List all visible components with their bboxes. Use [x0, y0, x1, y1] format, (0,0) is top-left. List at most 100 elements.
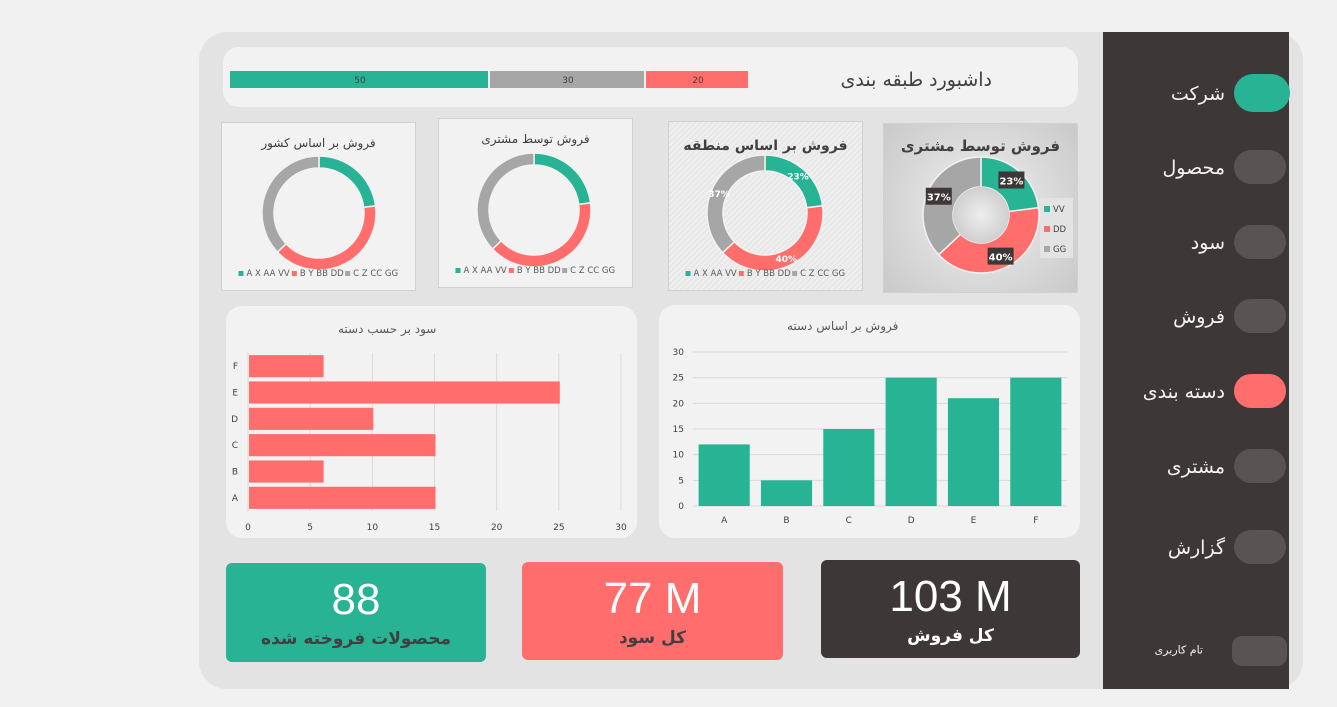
- donut-title: فروش توسط مشتری: [901, 137, 1060, 155]
- donut-data-label: 23%: [787, 172, 809, 182]
- sidebar-item-label: گزارش: [1167, 537, 1225, 559]
- progress-bar: 50 30 20: [230, 71, 750, 88]
- chart-title: فروش بر اساس دسته: [787, 319, 898, 334]
- sidebar-pill: [1234, 150, 1286, 184]
- donut-slice: [706, 154, 766, 254]
- sidebar-pill: [1234, 299, 1286, 333]
- x-tick-label: 30: [615, 523, 627, 533]
- x-tick-label: 5: [307, 523, 313, 533]
- sidebar-item-customer[interactable]: مشتری: [1103, 447, 1289, 487]
- sales-by-category-chart: فروش بر اساس دسته 0 5 10 15 20 25 30 A B C D E F: [659, 305, 1080, 538]
- sidebar-item-label: سود: [1190, 232, 1225, 254]
- donut-slice: [318, 155, 377, 209]
- progress-segment: [490, 71, 644, 88]
- legend-label: A X AA VV: [464, 266, 507, 276]
- sidebar-item-category[interactable]: دسته بندی: [1103, 372, 1289, 412]
- legend-label: B Y BB DD: [517, 266, 561, 276]
- x-tick-label: 0: [245, 523, 251, 533]
- donut-title: فروش بر اساس منطقه: [683, 138, 847, 154]
- legend-swatch: [1044, 246, 1050, 252]
- kpi-products-sold: 88 محصولات فروخته شده: [226, 563, 486, 662]
- legend-label: VV: [1053, 205, 1065, 215]
- y-tick-label: 0: [678, 502, 684, 512]
- bar: [760, 480, 813, 506]
- donut-hole: [953, 187, 1009, 243]
- sidebar-pill: [1234, 374, 1286, 408]
- donut-label-box: [925, 187, 952, 205]
- sidebar: شرکت محصول سود فروش دسته بندی مشتری گزار…: [1103, 32, 1290, 689]
- progress-segment-label: 30: [562, 76, 574, 86]
- donut-card-country: فروش بر اساس کشور A X AA VV B Y BB DD C Z C…: [221, 122, 416, 291]
- sidebar-pill: [1232, 636, 1287, 666]
- chart-svg: سود بر حسب دسته 0 5 10 15 20 25 30 A B C D E F: [231, 322, 627, 533]
- bar: [823, 429, 875, 506]
- sidebar-item-sales[interactable]: فروش: [1103, 297, 1289, 337]
- donut-slice: [261, 155, 320, 254]
- bar: [947, 398, 1000, 506]
- sidebar-item-profit[interactable]: سود: [1103, 223, 1289, 263]
- sidebar-item-label: فروش: [1173, 306, 1225, 328]
- kpi-total-profit-value: 77 M: [603, 574, 702, 623]
- legend-label: B Y BB DD: [747, 269, 791, 279]
- chart-svg: 50 30 20: [230, 71, 748, 88]
- legend-swatch: [1044, 226, 1050, 232]
- donut-card-customer: فروش توسط مشتری A X AA VV B Y BB DD C Z CC …: [438, 118, 633, 288]
- donut-title: فروش توسط مشتری: [481, 132, 589, 147]
- x-tick-label: 10: [367, 523, 379, 533]
- donut-data-label: 23%: [999, 176, 1023, 187]
- donut-slice: [533, 152, 592, 206]
- sidebar-item-label: شرکت: [1170, 83, 1225, 105]
- donut-data-label: 40%: [776, 255, 798, 265]
- legend-label: A X AA VV: [247, 269, 290, 279]
- kpi-total-sales-value: 103 M: [889, 572, 1012, 621]
- sidebar-item-product[interactable]: محصول: [1103, 148, 1289, 188]
- y-tick-label: E: [232, 389, 238, 399]
- legend-swatch: [345, 271, 351, 276]
- y-tick-label: 30: [673, 348, 685, 358]
- bar: [249, 486, 436, 509]
- y-tick-label: 15: [673, 425, 684, 435]
- legend-swatch: [508, 268, 514, 273]
- x-tick-label: 20: [491, 523, 503, 533]
- sidebar-pill: [1234, 225, 1286, 259]
- y-tick-label: 20: [673, 399, 685, 409]
- donut-label-box: [987, 247, 1014, 265]
- legend-swatch: [792, 271, 798, 276]
- progress-segment: [646, 71, 748, 88]
- legend-label: A X AA VV: [694, 269, 737, 279]
- bar: [249, 434, 436, 457]
- bar: [249, 381, 560, 404]
- legend-label: DD: [1053, 225, 1067, 235]
- y-tick-label: 25: [673, 374, 684, 384]
- fullscreen-button[interactable]: تام کاربری: [1103, 634, 1289, 666]
- kpi-total-profit: 77 M کل سود: [522, 562, 783, 660]
- sidebar-pill: [1234, 449, 1286, 483]
- legend-swatch: [238, 271, 244, 276]
- chart-title: سود بر حسب دسته: [338, 322, 436, 337]
- x-tick-label: B: [783, 516, 789, 526]
- y-tick-label: D: [231, 415, 238, 425]
- x-tick-label: C: [846, 516, 852, 526]
- sidebar-pill: [1234, 74, 1290, 112]
- sidebar-item-company[interactable]: شرکت: [1103, 74, 1290, 114]
- chart-svg: فروش توسط مشتری 23% 40% 37% VV DD GG: [901, 137, 1073, 274]
- donut-slice: [276, 205, 377, 271]
- sidebar-pill: [1234, 530, 1286, 564]
- bar: [885, 377, 937, 506]
- legend-label: C Z CC GG: [570, 266, 615, 276]
- legend-swatch: [738, 271, 744, 276]
- legend-swatch: [455, 268, 461, 273]
- chart-svg: فروش بر اساس منطقه 23% 40% 37% A X AA VV B Y …: [683, 138, 847, 279]
- legend-swatch: [562, 268, 568, 273]
- progress-segment: [230, 71, 488, 88]
- sidebar-item-label: دسته بندی: [1142, 381, 1225, 403]
- header-card: 50 30 20 داشبورد طبقه بندی: [223, 47, 1078, 107]
- donut-slice: [721, 204, 824, 272]
- chart-svg: فروش توسط مشتری A X AA VV B Y BB DD C Z CC …: [455, 132, 615, 276]
- donut-data-label: 37%: [708, 190, 730, 200]
- kpi-total-sales-label: کل فروش: [907, 626, 994, 646]
- progress-segment-label: 50: [354, 76, 366, 86]
- donut-label-box: [998, 171, 1025, 189]
- donut-card-region: فروش بر اساس منطقه 23% 40% 37% A X AA VV B Y …: [668, 121, 863, 291]
- sidebar-item-report[interactable]: گزارش: [1103, 528, 1289, 568]
